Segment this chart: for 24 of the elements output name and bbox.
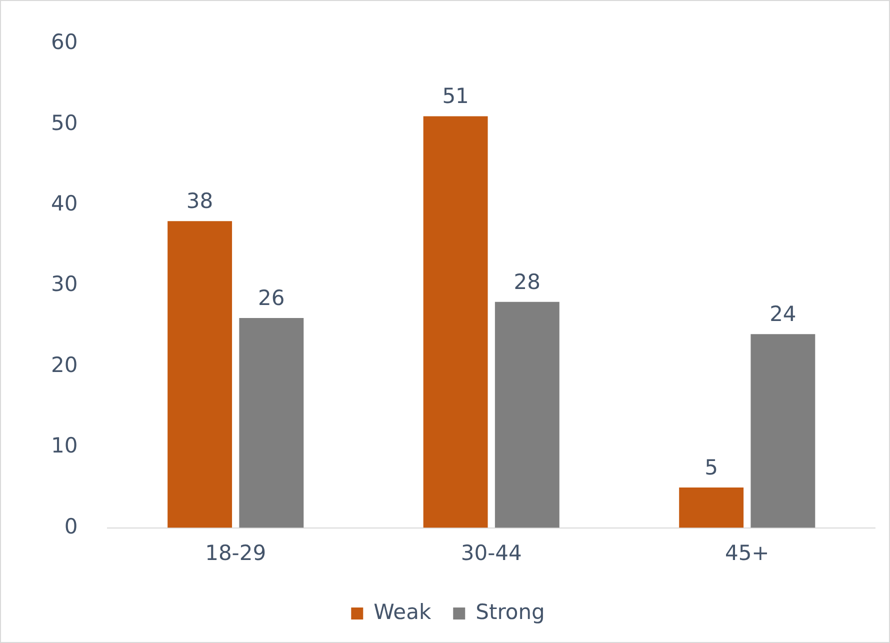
x-tick-label: 18-29 — [205, 540, 266, 565]
data-label: 24 — [770, 302, 796, 326]
y-tick-label: 60 — [50, 30, 78, 54]
bar — [239, 318, 304, 528]
bar — [494, 302, 560, 528]
data-label: 28 — [514, 270, 541, 294]
data-label: 26 — [258, 286, 285, 310]
bar — [423, 116, 488, 528]
y-tick-label: 30 — [50, 272, 78, 296]
y-tick-label: 0 — [64, 514, 78, 538]
legend-label: Strong — [476, 600, 545, 624]
y-tick-label: 50 — [50, 110, 78, 135]
bar — [750, 334, 816, 528]
bar — [679, 487, 744, 528]
y-tick-label: 10 — [50, 434, 78, 458]
data-label: 5 — [704, 455, 718, 480]
y-tick-label: 20 — [50, 352, 78, 377]
data-label: 51 — [442, 84, 469, 108]
legend-label: Weak — [374, 600, 432, 624]
data-label: 38 — [186, 189, 214, 214]
bar — [168, 221, 232, 528]
x-tick-label: 45+ — [724, 540, 770, 565]
x-tick-label: 30-44 — [460, 540, 522, 565]
y-tick-label: 40 — [50, 191, 78, 216]
